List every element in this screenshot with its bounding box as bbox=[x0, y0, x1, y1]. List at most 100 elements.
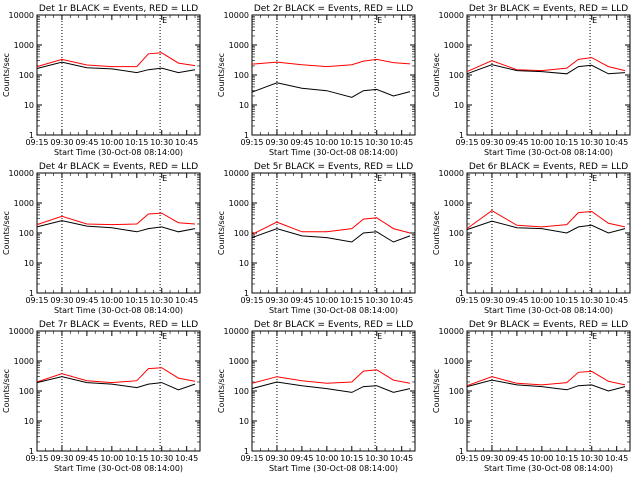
panel-title: Det 8r BLACK = Events, RED = LLD bbox=[254, 320, 413, 330]
panel-det-3r: Det 3r BLACK = Events, RED = LLD 1 10 100 10… bbox=[432, 4, 631, 157]
x-tick-label: 09:15 bbox=[455, 454, 478, 463]
x-axis-label: Start Time (30-Oct-08 08:14:00) bbox=[269, 148, 398, 157]
x-tick-label: 09:45 bbox=[75, 138, 98, 147]
y-tick-label: 100 bbox=[19, 387, 34, 396]
y-tick-label: 1 bbox=[244, 131, 249, 140]
y-axis-label: Counts/sec bbox=[2, 53, 11, 97]
y-axis-label: Counts/sec bbox=[217, 211, 226, 255]
y-tick-label: 10000 bbox=[224, 327, 249, 336]
event-marker-label: E bbox=[592, 332, 597, 341]
events-line bbox=[466, 220, 626, 234]
lld-line bbox=[466, 210, 626, 230]
events-line bbox=[251, 381, 411, 393]
x-tick-label: 10:45 bbox=[175, 454, 198, 463]
lld-line bbox=[251, 58, 411, 68]
y-tick-label: 1000 bbox=[14, 41, 34, 50]
y-tick-label: 1 bbox=[29, 131, 34, 140]
x-tick-label: 09:45 bbox=[290, 138, 313, 147]
x-axis-label: Start Time (30-Oct-08 08:14:00) bbox=[484, 148, 613, 157]
y-tick-label: 1000 bbox=[229, 41, 249, 50]
x-tick-label: 10:15 bbox=[555, 138, 578, 147]
events-line bbox=[36, 61, 196, 74]
y-tick-label: 10000 bbox=[9, 169, 34, 178]
events-line bbox=[466, 379, 626, 392]
x-axis-label: Start Time (30-Oct-08 08:14:00) bbox=[269, 464, 398, 473]
y-tick-label: 100 bbox=[234, 71, 249, 80]
x-tick-label: 09:15 bbox=[240, 454, 263, 463]
lld-line bbox=[36, 52, 196, 68]
y-tick-label: 10 bbox=[24, 417, 34, 426]
x-tick-label: 10:30 bbox=[580, 138, 603, 147]
x-tick-label: 09:45 bbox=[290, 454, 313, 463]
x-tick-label: 09:15 bbox=[25, 454, 48, 463]
y-tick-label: 10 bbox=[239, 417, 249, 426]
x-axis-label: Start Time (30-Oct-08 08:14:00) bbox=[269, 306, 398, 315]
x-axis-label: Start Time (30-Oct-08 08:14:00) bbox=[54, 306, 183, 315]
panel-title: Det 5r BLACK = Events, RED = LLD bbox=[254, 162, 413, 172]
x-tick-label: 10:00 bbox=[315, 454, 338, 463]
y-tick-label: 1000 bbox=[444, 199, 464, 208]
events-line bbox=[36, 376, 196, 391]
x-tick-label: 09:45 bbox=[290, 296, 313, 305]
y-tick-label: 10 bbox=[239, 259, 249, 268]
y-tick-label: 1 bbox=[244, 289, 249, 298]
event-marker-label: E bbox=[377, 332, 382, 341]
y-tick-label: 1000 bbox=[14, 199, 34, 208]
x-tick-label: 10:15 bbox=[125, 138, 148, 147]
y-tick-label: 1000 bbox=[229, 357, 249, 366]
y-tick-label: 10000 bbox=[439, 327, 464, 336]
x-tick-label: 09:30 bbox=[480, 138, 503, 147]
panel-det-8r: Det 8r BLACK = Events, RED = LLD 1 10 100 10… bbox=[217, 320, 416, 473]
lld-line bbox=[466, 57, 626, 73]
x-tick-label: 09:15 bbox=[455, 138, 478, 147]
event-marker-label: E bbox=[592, 16, 597, 25]
panel-det-1r: Det 1r BLACK = Events, RED = LLD 1 10 100 10… bbox=[2, 4, 201, 157]
panel-det-9r: Det 9r BLACK = Events, RED = LLD 1 10 100 10… bbox=[432, 320, 631, 473]
y-axis-label: Counts/sec bbox=[432, 53, 441, 97]
x-axis-label: Start Time (30-Oct-08 08:14:00) bbox=[54, 464, 183, 473]
x-tick-label: 10:00 bbox=[315, 296, 338, 305]
y-axis-label: Counts/sec bbox=[432, 211, 441, 255]
x-tick-label: 09:15 bbox=[25, 138, 48, 147]
x-tick-label: 10:30 bbox=[580, 454, 603, 463]
x-tick-label: 10:15 bbox=[555, 454, 578, 463]
x-tick-label: 09:15 bbox=[240, 138, 263, 147]
x-tick-label: 10:15 bbox=[340, 454, 363, 463]
x-tick-label: 10:00 bbox=[100, 454, 123, 463]
lld-line bbox=[36, 367, 196, 384]
y-tick-label: 10 bbox=[24, 259, 34, 268]
x-axis-label: Start Time (30-Oct-08 08:14:00) bbox=[54, 148, 183, 157]
x-tick-label: 10:45 bbox=[605, 296, 628, 305]
x-tick-label: 10:30 bbox=[580, 296, 603, 305]
x-tick-label: 10:15 bbox=[125, 454, 148, 463]
y-tick-label: 100 bbox=[449, 387, 464, 396]
panel-det-5r: Det 5r BLACK = Events, RED = LLD 1 10 100 10… bbox=[217, 162, 416, 315]
x-tick-label: 10:45 bbox=[175, 138, 198, 147]
y-tick-label: 1000 bbox=[229, 199, 249, 208]
event-marker-label: E bbox=[162, 332, 167, 341]
x-axis-label: Start Time (30-Oct-08 08:14:00) bbox=[484, 464, 613, 473]
x-tick-label: 09:15 bbox=[455, 296, 478, 305]
x-tick-label: 10:00 bbox=[530, 138, 553, 147]
x-tick-label: 09:30 bbox=[265, 138, 288, 147]
event-marker-label: E bbox=[592, 174, 597, 183]
y-tick-label: 10 bbox=[239, 101, 249, 110]
x-tick-label: 09:30 bbox=[50, 454, 73, 463]
x-tick-label: 09:30 bbox=[50, 296, 73, 305]
x-tick-label: 10:45 bbox=[390, 138, 413, 147]
panel-title: Det 2r BLACK = Events, RED = LLD bbox=[254, 4, 413, 14]
x-tick-label: 10:15 bbox=[555, 296, 578, 305]
x-tick-label: 09:45 bbox=[505, 296, 528, 305]
y-axis-label: Counts/sec bbox=[2, 369, 11, 413]
events-line bbox=[466, 64, 626, 75]
y-tick-label: 1 bbox=[29, 289, 34, 298]
y-axis-label: Counts/sec bbox=[217, 369, 226, 413]
y-tick-label: 10000 bbox=[224, 169, 249, 178]
y-tick-label: 10000 bbox=[439, 169, 464, 178]
y-tick-label: 1 bbox=[244, 447, 249, 456]
y-tick-label: 1000 bbox=[444, 357, 464, 366]
lld-line bbox=[251, 369, 411, 384]
y-tick-label: 100 bbox=[234, 229, 249, 238]
y-tick-label: 10000 bbox=[224, 11, 249, 20]
